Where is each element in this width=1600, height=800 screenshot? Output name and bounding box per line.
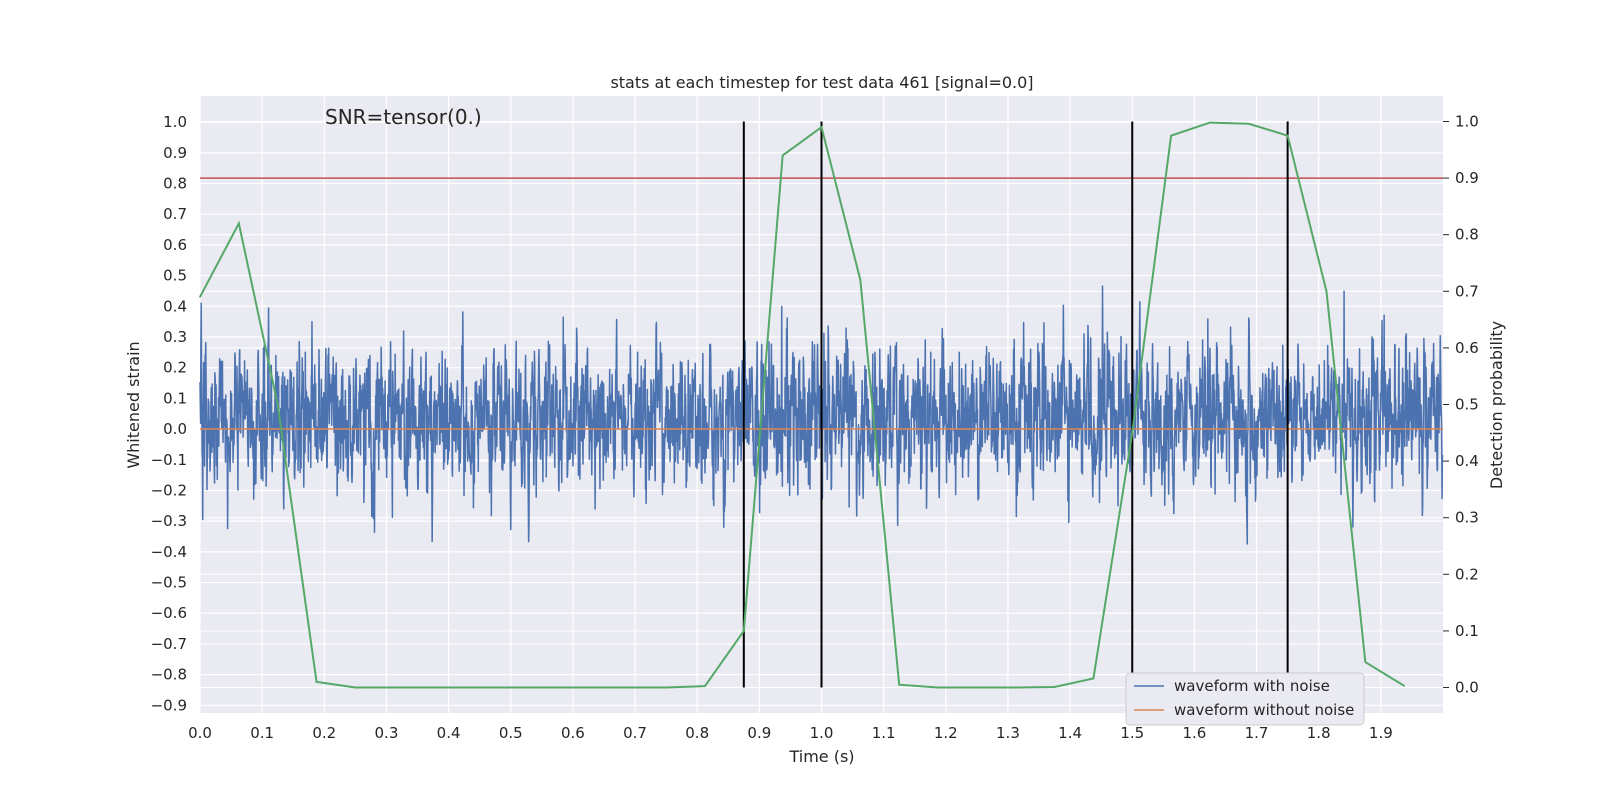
left-axis-label: Whitened strain	[124, 341, 143, 468]
x-tick-label-9: 0.9	[747, 724, 771, 742]
y-right-tick-label-10: 0.0	[1455, 679, 1479, 697]
y-left-tick-label-14: −0.4	[151, 543, 187, 561]
y-right-tick-label-3: 0.7	[1455, 282, 1479, 300]
probability-point-12	[665, 686, 667, 689]
probability-point-13	[704, 685, 706, 687]
probability-point-27	[1247, 122, 1250, 125]
y-left-tick-label-16: −0.6	[151, 604, 187, 622]
x-tick-label-1: 0.1	[250, 724, 274, 742]
x-tick-label-18: 1.8	[1307, 724, 1331, 742]
right-axis-ticks: 1.0 0.9 0.8 0.7 0.6 0.5 0.4 0.3 0.2 0.1 0.0	[1443, 112, 1479, 697]
x-tick-label-10: 1.0	[810, 724, 834, 742]
x-tick-label-5: 0.5	[499, 724, 523, 742]
x-tick-label-12: 1.2	[934, 724, 958, 742]
y-left-tick-label-15: −0.5	[151, 574, 187, 592]
probability-point-4	[354, 686, 357, 689]
probability-point-9	[548, 686, 551, 689]
x-tick-label-11: 1.1	[872, 724, 896, 742]
x-tick-label-0: 0.0	[188, 724, 212, 742]
series-line-probability	[199, 121, 1405, 689]
x-tick-label-3: 0.3	[375, 724, 399, 742]
probability-point-29	[1325, 290, 1328, 293]
y-left-tick-label-7: 0.3	[163, 328, 187, 346]
x-tick-label-17: 1.7	[1245, 724, 1269, 742]
x-tick-label-15: 1.5	[1120, 724, 1144, 742]
probability-point-25	[1170, 134, 1172, 137]
y-left-tick-label-0: 1.0	[163, 113, 187, 131]
probability-point-17	[859, 279, 862, 281]
y-right-tick-label-0: 1.0	[1455, 112, 1479, 130]
probability-point-7	[471, 686, 473, 689]
probability-point-6	[432, 686, 434, 689]
x-axis-ticks: 0.0 0.1 0.2 0.3 0.4 0.5 0.6 0.7 0.8 0.9 1.0 1.1 1.2 1…	[188, 724, 1393, 742]
probability-point-30	[1364, 661, 1367, 663]
chart-title: stats at each timestep for test data 461…	[610, 73, 1033, 92]
y-left-tick-label-9: 0.1	[163, 389, 187, 407]
y-left-tick-label-1: 0.9	[163, 144, 187, 162]
y-left-tick-label-4: 0.6	[163, 236, 187, 254]
y-right-tick-label-7: 0.3	[1455, 509, 1479, 527]
probability-point-14	[743, 630, 745, 632]
x-tick-label-14: 1.4	[1058, 724, 1082, 742]
x-tick-label-13: 1.3	[996, 724, 1020, 742]
y-left-tick-label-11: −0.1	[151, 451, 187, 469]
probability-point-18	[898, 683, 900, 686]
y-left-tick-label-17: −0.7	[151, 635, 187, 653]
x-axis-label: Time (s)	[788, 747, 854, 766]
y-right-tick-label-9: 0.1	[1455, 622, 1479, 640]
probability-point-16	[820, 126, 823, 128]
probability-point-20	[976, 686, 978, 689]
probability-point-23	[1092, 677, 1095, 680]
probability-point-0	[199, 296, 201, 298]
y-left-tick-label-13: −0.3	[151, 512, 187, 530]
probability-point-28	[1286, 134, 1289, 137]
y-right-tick-label-4: 0.6	[1455, 339, 1479, 357]
probability-point-24	[1131, 432, 1134, 434]
probability-point-3	[315, 681, 318, 683]
probability-point-19	[937, 686, 939, 689]
legend-label-noise: waveform with noise	[1174, 677, 1330, 695]
probability-point-1	[238, 222, 240, 225]
probability-point-22	[1053, 686, 1056, 688]
probability-point-15	[781, 154, 784, 157]
y-right-tick-label-8: 0.2	[1455, 565, 1479, 583]
left-axis-ticks: 1.0 0.9 0.8 0.7 0.6 0.5 0.4 0.3 0.2 0.1 0.0 −0.1 −0.…	[151, 113, 187, 714]
y-left-tick-label-3: 0.7	[163, 205, 187, 223]
y-left-tick-label-10: 0.0	[163, 420, 187, 438]
y-left-tick-label-19: −0.9	[151, 696, 187, 714]
x-tick-label-19: 1.9	[1369, 724, 1393, 742]
probability-point-5	[393, 686, 396, 689]
y-right-tick-label-6: 0.4	[1455, 452, 1479, 470]
y-left-tick-label-2: 0.8	[163, 174, 187, 192]
right-axis-label: Detection probability	[1487, 321, 1506, 489]
y-right-tick-label-1: 0.9	[1455, 169, 1479, 187]
probability-point-31	[1403, 685, 1405, 687]
y-left-tick-label-6: 0.4	[163, 297, 187, 315]
legend-box	[1125, 672, 1365, 726]
x-tick-label-16: 1.6	[1182, 724, 1206, 742]
legend-label-clean: waveform without noise	[1174, 701, 1354, 719]
probability-point-11	[626, 686, 629, 689]
y-left-tick-label-12: −0.2	[151, 481, 187, 499]
x-tick-label-2: 0.2	[312, 724, 336, 742]
y-left-tick-label-8: 0.2	[163, 359, 187, 377]
y-right-tick-label-5: 0.5	[1455, 396, 1479, 414]
legend: waveform with noise waveform without noi…	[1125, 672, 1365, 726]
x-tick-label-4: 0.4	[437, 724, 461, 742]
x-tick-label-7: 0.7	[623, 724, 647, 742]
probability-point-21	[1014, 686, 1017, 689]
probability-point-8	[509, 686, 512, 689]
y-right-tick-label-2: 0.8	[1455, 226, 1479, 244]
x-tick-label-6: 0.6	[561, 724, 585, 742]
vertical-markers	[742, 121, 1289, 688]
y-left-tick-label-5: 0.5	[163, 267, 187, 285]
probability-point-26	[1209, 121, 1211, 124]
x-tick-label-8: 0.8	[685, 724, 709, 742]
probability-point-10	[587, 686, 590, 689]
snr-annotation: SNR=tensor(0.)	[325, 105, 482, 129]
probability-series	[199, 121, 1405, 689]
y-left-tick-label-18: −0.8	[151, 666, 187, 684]
probability-point-2	[276, 403, 279, 406]
